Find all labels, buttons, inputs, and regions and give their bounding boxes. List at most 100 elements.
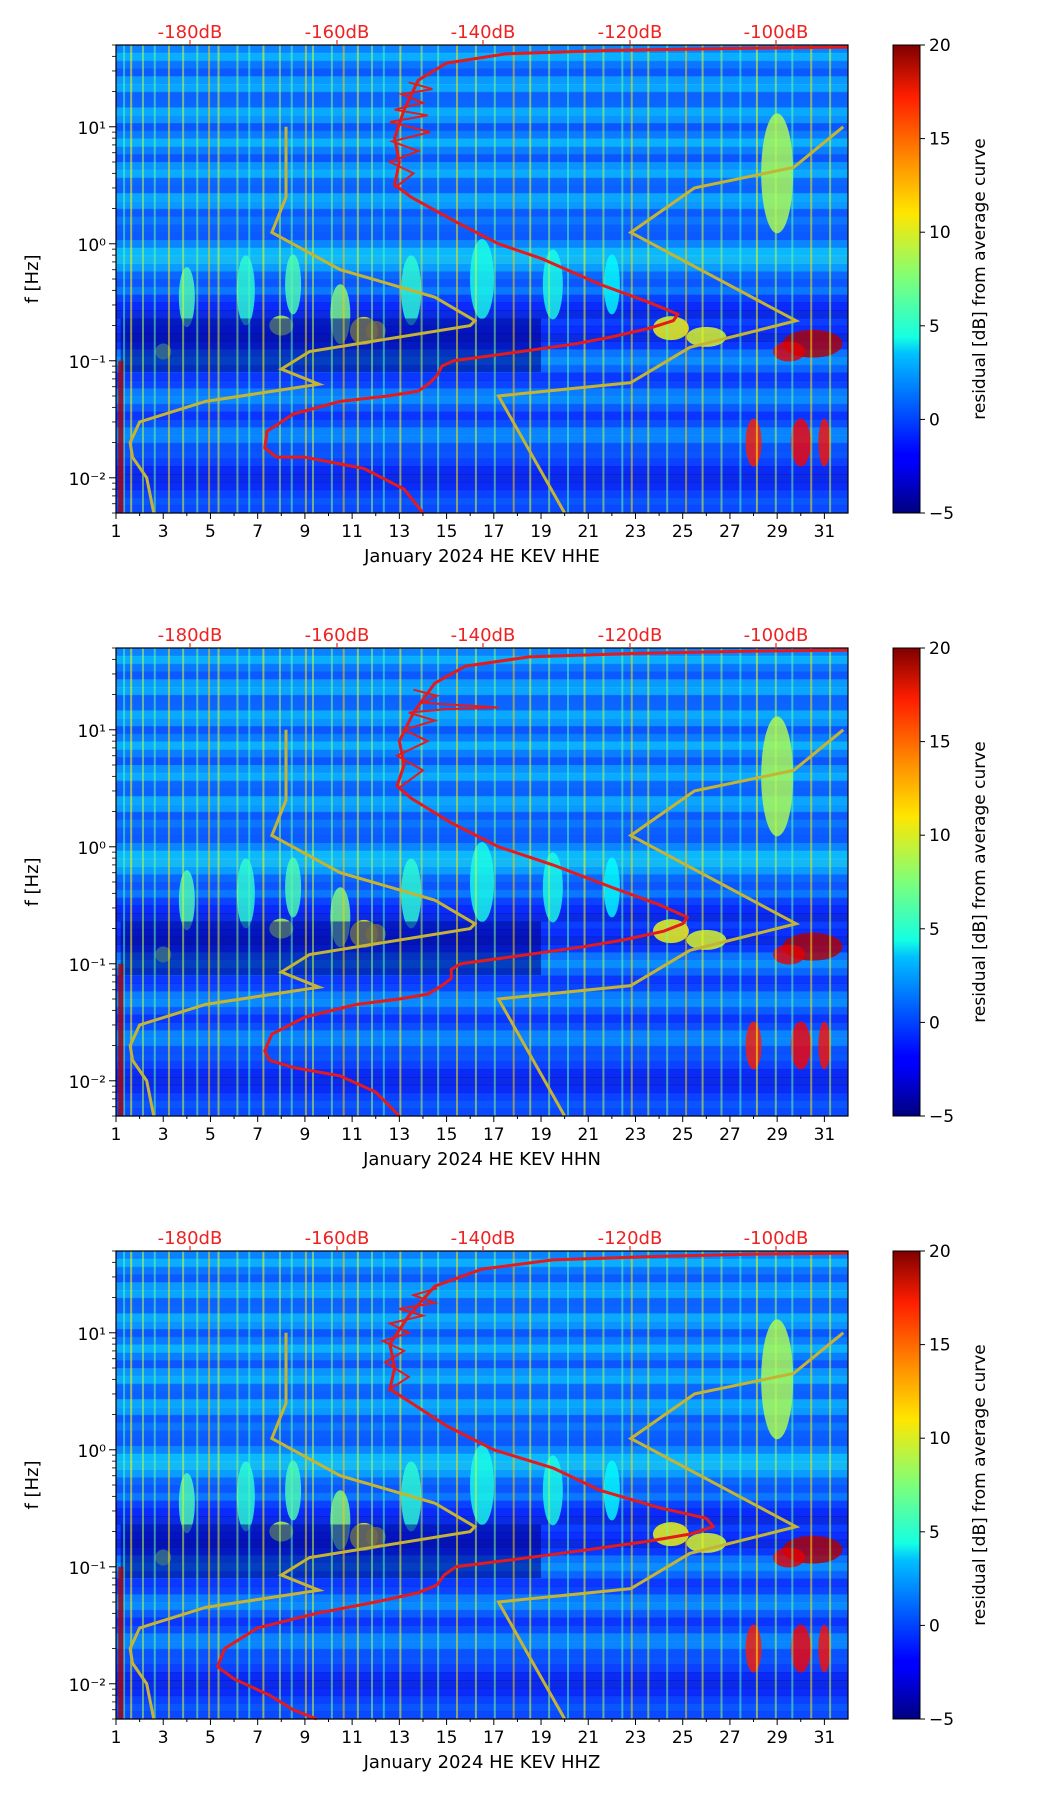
spectral-energy-blob — [603, 1460, 620, 1521]
band-row — [116, 1290, 848, 1299]
transient-stripe — [685, 648, 688, 1116]
spectral-energy-blob — [470, 842, 494, 922]
band-row — [116, 216, 848, 225]
band-row — [116, 1092, 848, 1101]
band-row — [116, 154, 848, 163]
transient-stripe — [567, 1251, 570, 1719]
spectral-energy-blob — [790, 1021, 811, 1070]
band-row — [116, 1006, 848, 1016]
spectral-energy-blob — [285, 254, 302, 315]
transient-stripe — [474, 45, 477, 513]
band-row — [116, 1014, 848, 1023]
transient-stripe — [330, 1251, 333, 1719]
transient-stripe — [621, 45, 624, 513]
transient-stripe — [548, 648, 551, 1116]
band-row — [116, 788, 848, 797]
band-row — [116, 123, 848, 132]
band-row — [116, 1108, 848, 1117]
x-tick-label: 3 — [158, 1125, 169, 1145]
x-tick-label: 19 — [530, 1125, 552, 1145]
band-row — [116, 1687, 848, 1697]
transient-stripe — [342, 45, 345, 513]
spectral-energy-blob — [236, 1461, 255, 1532]
transient-stripe — [236, 1251, 239, 1719]
transient-stripe — [290, 648, 293, 1116]
band-row — [116, 1258, 848, 1268]
band-row — [116, 497, 848, 506]
x-tick-label: 23 — [625, 1125, 647, 1145]
band-row — [116, 107, 848, 116]
transient-stripe — [829, 1251, 832, 1719]
transient-stripe — [529, 648, 532, 1116]
transient-stripe — [791, 648, 794, 1116]
x-tick-label: 5 — [205, 1125, 216, 1145]
band-row — [116, 185, 848, 194]
top-db-label: -180dB — [158, 22, 223, 43]
top-db-label: -160dB — [305, 1228, 370, 1249]
colorbar-tick-label: 15 — [929, 1336, 951, 1356]
band-row — [116, 671, 848, 680]
band-row — [116, 710, 848, 719]
transient-stripe — [141, 1251, 144, 1719]
transient-stripe — [356, 45, 359, 513]
spectral-energy-blob — [178, 267, 195, 328]
transient-stripe — [304, 45, 307, 513]
band-row — [116, 84, 848, 93]
x-tick-label: 27 — [719, 522, 741, 542]
spectral-energy-blob — [745, 418, 762, 467]
band-row — [116, 1336, 848, 1346]
transient-stripe — [666, 45, 669, 513]
x-tick-label: 11 — [341, 1728, 363, 1748]
band-row — [116, 1266, 848, 1275]
transient-stripe — [666, 648, 669, 1116]
colorbar-tick-label: 20 — [929, 36, 951, 56]
top-db-label: -140dB — [451, 22, 516, 43]
transient-stripe — [342, 1251, 345, 1719]
colorbar-tick-label: −5 — [929, 504, 954, 524]
colorbar: −5 0 5 10 15 20 residual [dB] from average cur… — [892, 639, 990, 1127]
transient-stripe — [602, 1251, 605, 1719]
transient-stripe — [182, 648, 185, 1116]
band-row — [116, 224, 848, 233]
spectral-energy-blob — [603, 254, 620, 315]
transient-stripe — [720, 648, 723, 1116]
band-row — [116, 1352, 848, 1361]
band-row — [116, 130, 848, 140]
band-row — [116, 411, 848, 420]
x-tick-label: 17 — [483, 522, 505, 542]
transient-stripe — [182, 45, 185, 513]
band-row — [116, 1329, 848, 1338]
band-row — [116, 819, 848, 828]
transient-stripe — [130, 648, 133, 1116]
y-tick-label: 10¹ — [78, 722, 106, 742]
x-tick-label: 9 — [299, 1728, 310, 1748]
band-row — [116, 1672, 848, 1681]
transient-stripe — [493, 45, 496, 513]
average-psd-curve-jitter — [387, 81, 433, 189]
transient-stripe — [720, 1251, 723, 1719]
band-row — [116, 1617, 848, 1626]
band-row — [116, 1430, 848, 1439]
y-tick-label: 10⁻¹ — [69, 956, 106, 976]
band-row — [116, 481, 848, 491]
x-tick-label: 25 — [672, 1728, 694, 1748]
top-db-label: -140dB — [451, 625, 516, 646]
transient-stripe — [666, 1251, 669, 1719]
x-axis-label: January 2024 HE KEV HHN — [362, 1149, 601, 1170]
x-tick-label: 21 — [577, 1728, 599, 1748]
band-row — [116, 1664, 848, 1673]
y-tick-label: 10⁻² — [69, 1676, 106, 1696]
transient-stripe — [529, 1251, 532, 1719]
colorbar-tick-label: 10 — [929, 826, 951, 846]
band-row — [116, 1030, 848, 1039]
y-axis-label: f [Hz] — [22, 1460, 43, 1509]
band-row — [116, 1578, 848, 1587]
transient-stripe — [399, 648, 402, 1116]
x-tick-label: 3 — [158, 1728, 169, 1748]
transient-stripe — [130, 45, 133, 513]
x-tick-label: 1 — [111, 1125, 122, 1145]
colorbar-tick-label: −5 — [929, 1107, 954, 1127]
spectral-energy-blob — [772, 341, 805, 362]
band-row — [116, 1711, 848, 1720]
